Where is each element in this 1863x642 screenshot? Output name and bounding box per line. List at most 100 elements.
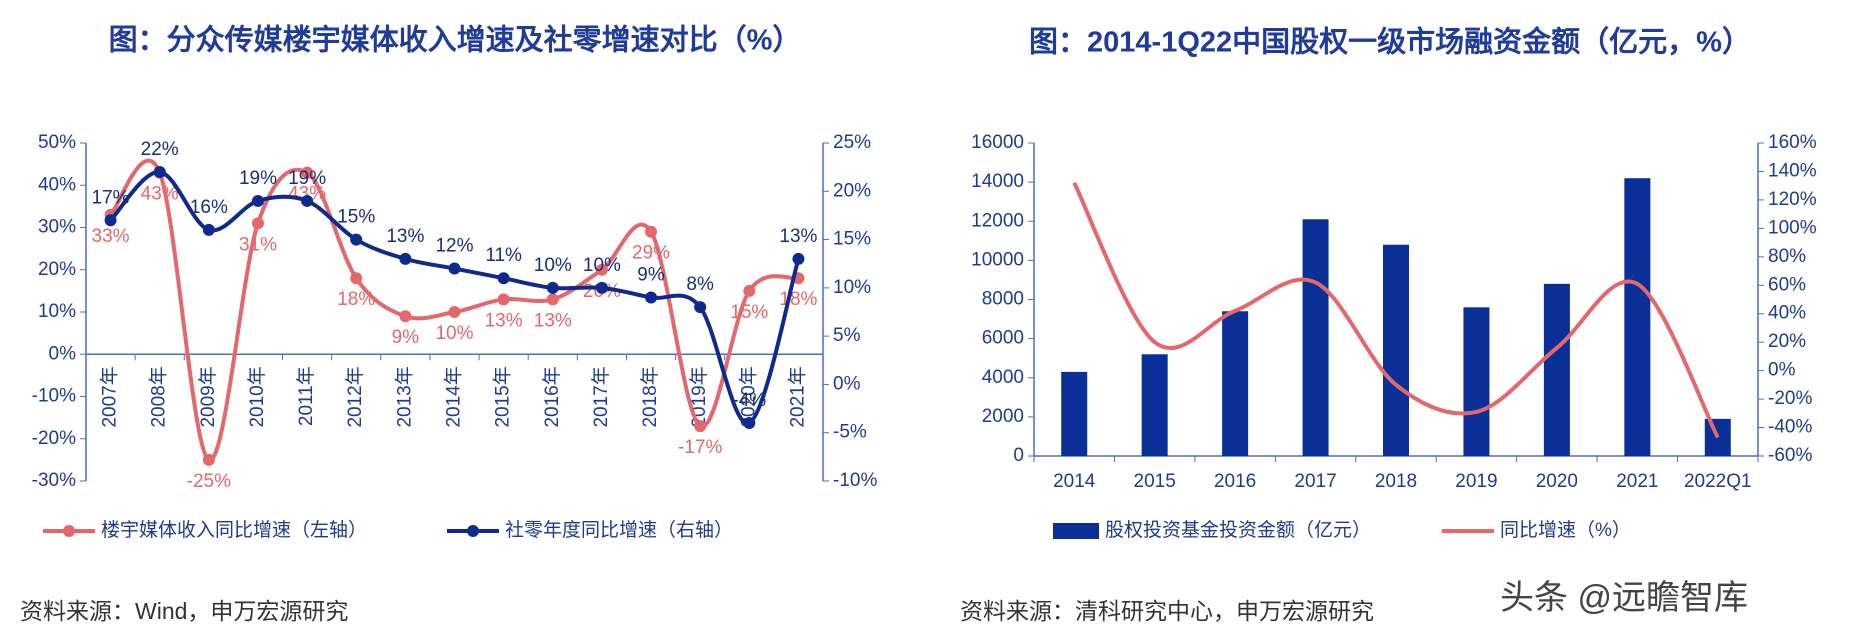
data-label: 10% [435, 323, 473, 344]
data-label: 8% [686, 274, 714, 295]
y2-tick-label: -20% [1768, 388, 1812, 409]
y2-tick-label: 80% [1768, 246, 1806, 267]
data-label: 9% [637, 265, 665, 286]
data-label: 10% [534, 255, 572, 276]
marker [301, 166, 314, 179]
data-label: -4% [732, 390, 766, 411]
bar [1624, 178, 1651, 456]
marker [399, 310, 412, 323]
legend-label: 同比增速（%） [1500, 519, 1631, 541]
legend-label: 楼宇媒体收入同比增速（左轴） [101, 519, 367, 541]
bar [1302, 219, 1329, 456]
y2-tick-label: 10% [833, 277, 871, 298]
y-tick-label: 6000 [982, 328, 1024, 349]
data-label: 43% [141, 184, 179, 205]
y-tick-label: -10% [32, 386, 76, 407]
y-tick-label: 2000 [982, 406, 1024, 427]
data-label: -17% [678, 437, 722, 458]
x-tick-label: 2019年 [688, 366, 710, 427]
y-tick-label: 8000 [982, 289, 1024, 310]
x-tick-label: 2012年 [344, 366, 366, 427]
x-tick-label: 2016 [1214, 471, 1256, 492]
marker [694, 301, 707, 314]
y-tick-label: 10000 [971, 249, 1024, 270]
y2-tick-label: -5% [833, 422, 867, 443]
marker [399, 252, 412, 265]
y2-tick-label: 25% [833, 132, 871, 153]
marker [743, 417, 756, 430]
marker [104, 214, 117, 227]
x-tick-label: 2010年 [246, 366, 268, 427]
y-tick-label: 14000 [971, 171, 1024, 192]
x-tick-label: 2018 [1375, 471, 1417, 492]
data-label: 19% [239, 168, 277, 189]
x-tick-label: 2009年 [197, 366, 219, 427]
legend-marker [467, 525, 479, 537]
y-tick-label: 12000 [971, 210, 1024, 231]
marker [792, 252, 805, 265]
legend-marker [63, 525, 75, 537]
y-tick-label: 0 [1013, 445, 1024, 466]
x-tick-label: 2013年 [393, 366, 415, 427]
x-tick-label: 2020 [1536, 471, 1578, 492]
x-tick-label: 2017年 [590, 366, 612, 427]
source-note: 资料来源：Wind，申万宏源研究 [20, 598, 348, 624]
y-tick-label: 10% [38, 301, 76, 322]
bar [1463, 307, 1490, 456]
data-label: 29% [632, 243, 670, 264]
data-label: -25% [187, 471, 231, 492]
data-label: 31% [239, 234, 277, 255]
marker [153, 165, 166, 178]
y2-tick-label: -40% [1768, 417, 1812, 438]
y-tick-label: 4000 [982, 367, 1024, 388]
data-label: 16% [190, 197, 228, 218]
x-tick-label: 2007年 [99, 366, 121, 427]
x-tick-label: 2018年 [639, 366, 661, 427]
marker [546, 281, 559, 294]
data-label: 15% [337, 207, 375, 228]
y-tick-label: 40% [38, 174, 76, 195]
line [109, 158, 799, 462]
x-tick-label: 2011年 [295, 366, 317, 426]
y2-tick-label: 15% [833, 229, 871, 250]
marker [251, 194, 264, 207]
marker [448, 262, 461, 275]
marker [595, 263, 608, 276]
marker [497, 293, 510, 306]
y-tick-label: 16000 [971, 132, 1024, 153]
bar [1141, 354, 1168, 456]
y2-tick-label: 100% [1768, 217, 1817, 238]
marker [546, 293, 559, 306]
bar [1383, 244, 1409, 456]
y-tick-label: 0% [49, 343, 77, 364]
x-tick-label: 2020年 [737, 366, 759, 427]
y-tick-label: 20% [38, 259, 76, 280]
line [1072, 181, 1720, 439]
legend-label: 股权投资基金投资金额（亿元） [1105, 519, 1371, 541]
y2-tick-label: 0% [833, 373, 861, 394]
y2-tick-label: 60% [1768, 274, 1806, 295]
watermark: 头条 @远瞻智库 [1500, 579, 1748, 617]
data-label: 33% [92, 226, 130, 247]
y-tick-label: -20% [32, 428, 76, 449]
x-tick-label: 2016年 [541, 366, 563, 427]
data-label: 9% [392, 327, 420, 348]
legend-swatch [1053, 523, 1099, 539]
data-label: 15% [730, 302, 768, 323]
line [109, 169, 801, 426]
chart-title: 图：2014-1Q22中国股权一级市场融资金额（亿元，%） [1029, 25, 1751, 59]
y-tick-label: -30% [32, 470, 76, 491]
marker [202, 223, 215, 236]
x-tick-label: 2008年 [148, 366, 170, 427]
chart-title: 图：分众传媒楼宇媒体收入增速及社零增速对比（%） [109, 24, 802, 57]
x-tick-label: 2014年 [443, 366, 465, 427]
y2-tick-label: 140% [1768, 160, 1817, 181]
marker [202, 453, 215, 466]
legend-label: 社零年度同比增速（右轴） [505, 519, 733, 541]
marker [645, 225, 658, 238]
y2-tick-label: 0% [1768, 360, 1796, 381]
data-label: 11% [485, 245, 522, 266]
x-tick-label: 2019 [1455, 471, 1497, 492]
source-note: 资料来源：清科研究中心，申万宏源研究 [960, 598, 1374, 624]
